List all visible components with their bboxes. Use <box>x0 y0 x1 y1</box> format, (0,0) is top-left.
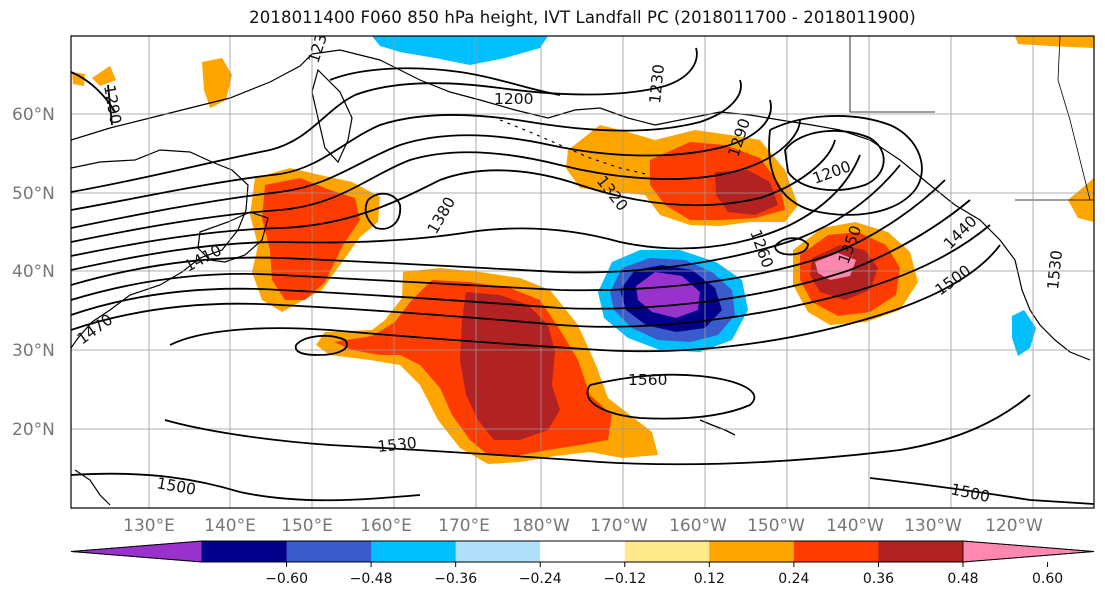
contour-low-east <box>784 129 885 191</box>
anomaly-neg-north-cyan <box>372 36 548 65</box>
lat-label: 30°N <box>12 341 55 361</box>
north-america-interior <box>1057 36 1091 201</box>
contour-1260 <box>71 79 742 211</box>
anomaly-small-orange-2 <box>92 66 116 86</box>
lat-label: 20°N <box>12 420 55 440</box>
colorbar-min-extension <box>70 540 203 563</box>
contour-label: 1530 <box>1044 249 1066 290</box>
map-frame <box>70 35 1095 509</box>
contour-1290-topleft <box>71 71 116 113</box>
contour-1320 <box>71 119 801 243</box>
contour-label: 1200 <box>494 90 533 108</box>
lon-label: 140°E <box>204 516 256 536</box>
japan-islands <box>197 211 269 263</box>
alaska-coast <box>654 111 1091 361</box>
colorbar-tick-label: 0.12 <box>694 571 725 587</box>
contour-1530-center <box>169 244 1001 353</box>
contour-small-loop-2 <box>774 237 809 256</box>
contour-1530-south <box>164 394 1031 466</box>
colorbar-tick-label: −0.36 <box>434 571 477 587</box>
anomaly-topright-orange <box>1015 36 1094 48</box>
contour-west-1290 <box>107 84 113 126</box>
anomaly-small-orange-1 <box>72 72 85 86</box>
contour-1410 <box>71 164 901 286</box>
colorbar-tick-label: 0.36 <box>863 571 894 587</box>
lat-label: 60°N <box>12 105 55 125</box>
hawaii <box>699 419 736 436</box>
contour-1500-southeast <box>869 477 1094 505</box>
anomaly-west-alaska-orange <box>202 58 232 108</box>
aleutians <box>499 119 651 176</box>
anomaly-ne-pacific-pink <box>815 253 856 280</box>
gridlines <box>71 36 1094 508</box>
lon-label: 130°E <box>123 516 175 536</box>
colorbar-bin <box>624 541 710 562</box>
lon-label: 180°W <box>512 516 570 536</box>
contour-1380 <box>71 154 861 271</box>
contour-1560 <box>586 373 756 420</box>
colorbar-bin <box>540 541 626 562</box>
height-contours <box>71 47 1094 505</box>
contour-low-center <box>364 192 402 230</box>
colorbar-bin <box>371 541 457 562</box>
contour-1470 <box>71 199 971 316</box>
contour-1200-north <box>329 67 561 96</box>
lon-label: 160°E <box>360 516 412 536</box>
lon-label: 170°E <box>438 516 490 536</box>
colorbar-outline <box>70 540 1095 563</box>
colorbar-tick-label: −0.48 <box>350 571 393 587</box>
longitude-labels: 130°E 140°E 150°E 160°E 170°E 180°W 170°… <box>123 516 1043 536</box>
latitude-labels: 60°N 50°N 40°N 30°N 20°N <box>12 105 55 440</box>
map-panel: 1290 1200 1230 1230 1200 1320 1380 1410 … <box>71 36 1094 508</box>
colorbar-bin <box>202 541 288 562</box>
lon-label: 150°W <box>747 516 805 536</box>
lon-label: 170°W <box>590 516 648 536</box>
colorbar-tick-label: 0.24 <box>778 571 809 587</box>
lon-label: 120°W <box>985 516 1043 536</box>
map-title: 2018011400 F060 850 hPa height, IVT Land… <box>249 8 916 27</box>
colorbar-bin <box>286 541 372 562</box>
contour-1200-east <box>768 115 923 216</box>
colorbar-bin <box>878 541 964 562</box>
contour-1440 <box>71 179 946 301</box>
colorbar: −0.60 −0.48 −0.36 −0.24 −0.12 0.12 0.24 0.36 0.4… <box>70 540 1095 587</box>
siberia-coast <box>71 49 656 141</box>
colorbar-tick-label: −0.60 <box>265 571 308 587</box>
contour-1290 <box>71 99 772 229</box>
colorbar-bin <box>793 541 879 562</box>
country-border-1 <box>849 36 935 113</box>
lat-label: 40°N <box>12 262 55 282</box>
contour-1500-south <box>71 472 421 502</box>
colorbar-bin <box>455 541 541 562</box>
lon-label: 160°W <box>669 516 727 536</box>
colorbar-max-extension <box>962 540 1095 563</box>
anomaly-neg-coast-cyan <box>1012 310 1036 356</box>
lon-label: 140°W <box>826 516 884 536</box>
contour-1230 <box>71 47 698 193</box>
lon-label: 150°E <box>281 516 333 536</box>
contour-1500-mid <box>71 224 991 331</box>
contour-label: 1230 <box>646 63 668 104</box>
positive-ivt-anomaly <box>72 36 1094 464</box>
contour-label: 1560 <box>628 371 667 389</box>
colorbar-bin <box>709 541 795 562</box>
lat-label: 50°N <box>12 184 55 204</box>
coastlines <box>71 36 1094 506</box>
lon-label: 130°W <box>904 516 962 536</box>
anomaly-central-pacific-darkred <box>460 292 560 440</box>
contour-label: 1530 <box>377 434 418 456</box>
colorbar-tick-label: −0.24 <box>519 571 562 587</box>
colorbar-tick-label: −0.12 <box>603 571 646 587</box>
colorbar-tick-label: 0.60 <box>1032 571 1063 587</box>
colorbar-tick-label: 0.48 <box>947 571 978 587</box>
contour-1350 <box>71 139 836 257</box>
contour-small-loop <box>294 334 348 356</box>
